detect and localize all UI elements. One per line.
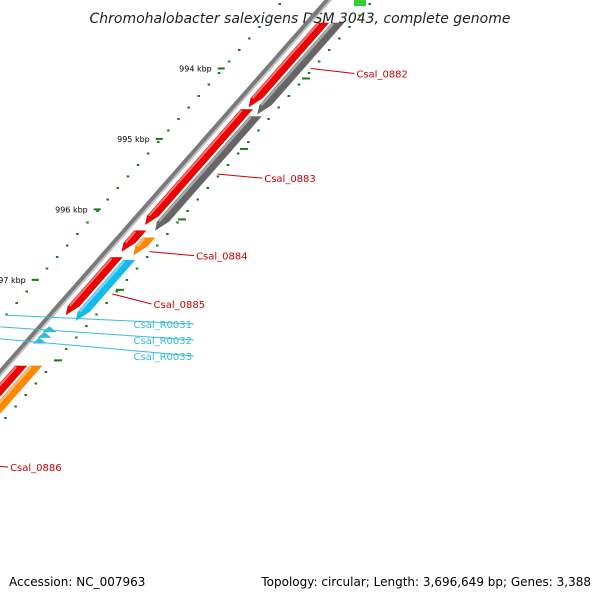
gene-leader-line [149, 251, 195, 257]
reverse-gene-arrow [133, 237, 156, 256]
forward-gene-arrow [65, 257, 124, 316]
accession-text: Accession: NC_007963 [9, 575, 145, 589]
reverse-gene-arrow-highlight [158, 116, 252, 223]
green-edge-gene [354, 0, 366, 6]
gene-label: Csal_0882 [356, 69, 408, 80]
gene-leader-line [217, 173, 263, 179]
gene-leader-line [310, 67, 355, 74]
backbone-inner-line [0, 0, 333, 378]
reverse-gene-arrow [0, 365, 43, 415]
gene-label: Csal_0883 [264, 174, 316, 185]
forward-gene-arrow-highlight [124, 230, 137, 244]
rna-label: Csal_R0031 [134, 320, 193, 331]
rna-label: Csal_R0033 [134, 352, 193, 363]
tick-label: 997 kbp [0, 276, 26, 285]
footer-background [0, 570, 600, 600]
forward-gene-arrow [144, 109, 254, 226]
forward-gene-arrow [0, 365, 28, 397]
rna-marker [37, 331, 52, 338]
rna-leader-line [0, 326, 195, 341]
backbone-outer-line [0, 0, 330, 375]
forward-gene-arrow [121, 230, 147, 253]
gene-label: Csal_0884 [196, 252, 248, 263]
rna-leader-line [5, 314, 195, 325]
reverse-gene-arrow [154, 116, 263, 232]
gene-layer [0, 0, 366, 415]
gene-leader-line [112, 293, 152, 305]
tick-label: 995 kbp [117, 135, 150, 144]
topology-text: Topology: circular; Length: 3,696,649 bp… [260, 575, 591, 589]
backbone-layer [0, 0, 333, 378]
rna-label: Csal_R0032 [134, 336, 193, 347]
reverse-gene-arrow-highlight [0, 366, 32, 404]
forward-gene-arrow-highlight [251, 23, 319, 99]
gene-label: Csal_0886 [10, 463, 62, 474]
reverse-gene-arrow [257, 22, 345, 115]
label-layer: Csal_0882 Csal_0883 Csal_0884 Csal_0885 Csal… [0, 67, 408, 474]
tick-label: 994 kbp [179, 64, 212, 73]
reverse-gene-arrow-highlight [260, 23, 334, 106]
rna-marker [42, 326, 57, 333]
tick-label: 996 kbp [55, 205, 88, 214]
forward-gene-arrow-highlight [68, 257, 113, 307]
reverse-gene-arrow [75, 259, 136, 322]
gene-leader-line [0, 465, 9, 468]
map-title: Chromohalobacter salexigens DSM 3043, co… [90, 11, 511, 27]
forward-gene-arrow-highlight [148, 109, 243, 217]
reverse-gene-arrow-highlight [78, 260, 125, 313]
reverse-gene-arrow-highlight [136, 237, 145, 247]
forward-gene-arrow [248, 22, 330, 108]
gene-label: Csal_0885 [154, 300, 206, 311]
rna-leader-line [0, 338, 195, 357]
